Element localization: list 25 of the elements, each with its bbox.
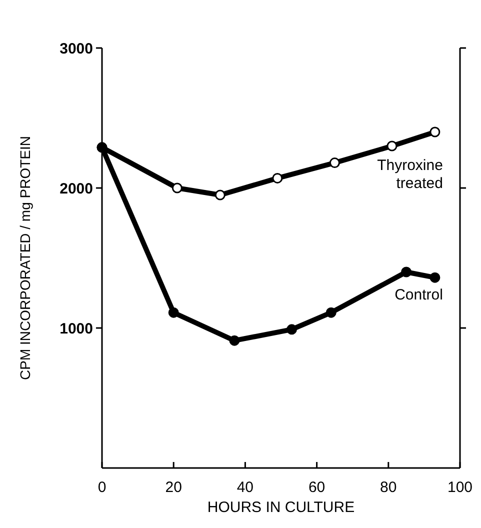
y-tick-label: 2000 xyxy=(60,180,93,198)
point xyxy=(430,272,440,283)
point xyxy=(329,158,340,168)
point xyxy=(172,182,182,194)
point xyxy=(168,307,179,318)
series-label: Control xyxy=(394,286,443,304)
x-tick-label: 0 xyxy=(98,479,106,496)
x-axis-title: HOURS IN CULTURE xyxy=(207,499,355,516)
point xyxy=(401,266,412,278)
point xyxy=(214,190,226,200)
y-tick-label: 1000 xyxy=(60,320,93,338)
point xyxy=(430,126,440,138)
point xyxy=(272,172,283,184)
x-tick-label: 40 xyxy=(236,479,254,496)
x-tick-label: 60 xyxy=(308,479,326,496)
series-label: Thyroxine treated xyxy=(377,157,443,192)
point xyxy=(386,140,398,152)
point xyxy=(229,335,240,346)
y-tick-label: 3000 xyxy=(60,40,93,58)
x-tick-label: 20 xyxy=(165,479,182,496)
x-tick-label: 100 xyxy=(447,479,473,496)
point xyxy=(326,307,336,318)
y-axis-title: CPM INCORPORATED / mg PROTEIN xyxy=(17,136,33,380)
x-tick-label: 80 xyxy=(380,479,397,496)
point xyxy=(286,324,297,335)
